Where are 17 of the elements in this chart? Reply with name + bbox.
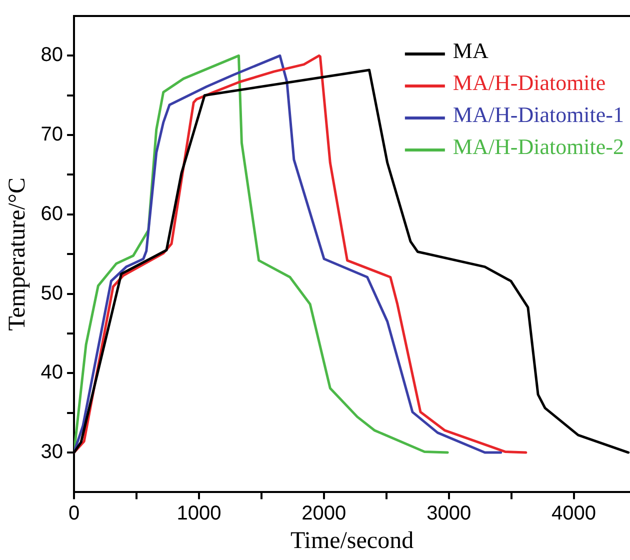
x-tick-label: 4000	[552, 502, 596, 525]
x-axis-title: Time/second	[290, 528, 414, 554]
y-tick-label: 40	[40, 362, 64, 384]
x-tick-label: 1000	[176, 502, 222, 525]
x-tick-label: 2000	[302, 502, 346, 525]
y-tick-label: 70	[40, 124, 64, 146]
legend-label: MA/H-Diatomite-2	[452, 134, 624, 159]
y-tick-label: 80	[40, 44, 64, 66]
x-tick-label: 0	[68, 502, 80, 525]
legend-label: MA/H-Diatomite	[452, 70, 606, 95]
x-tick-label: 3000	[426, 502, 472, 525]
y-axis-title: Temperature/°C	[4, 178, 31, 331]
y-tick-label: 60	[40, 202, 64, 225]
legend-label: MA/H-Diatomite-1	[452, 102, 624, 127]
y-tick-label: 50	[40, 282, 64, 304]
y-tick-label: 30	[40, 441, 64, 464]
legend-label: MA	[452, 38, 488, 63]
